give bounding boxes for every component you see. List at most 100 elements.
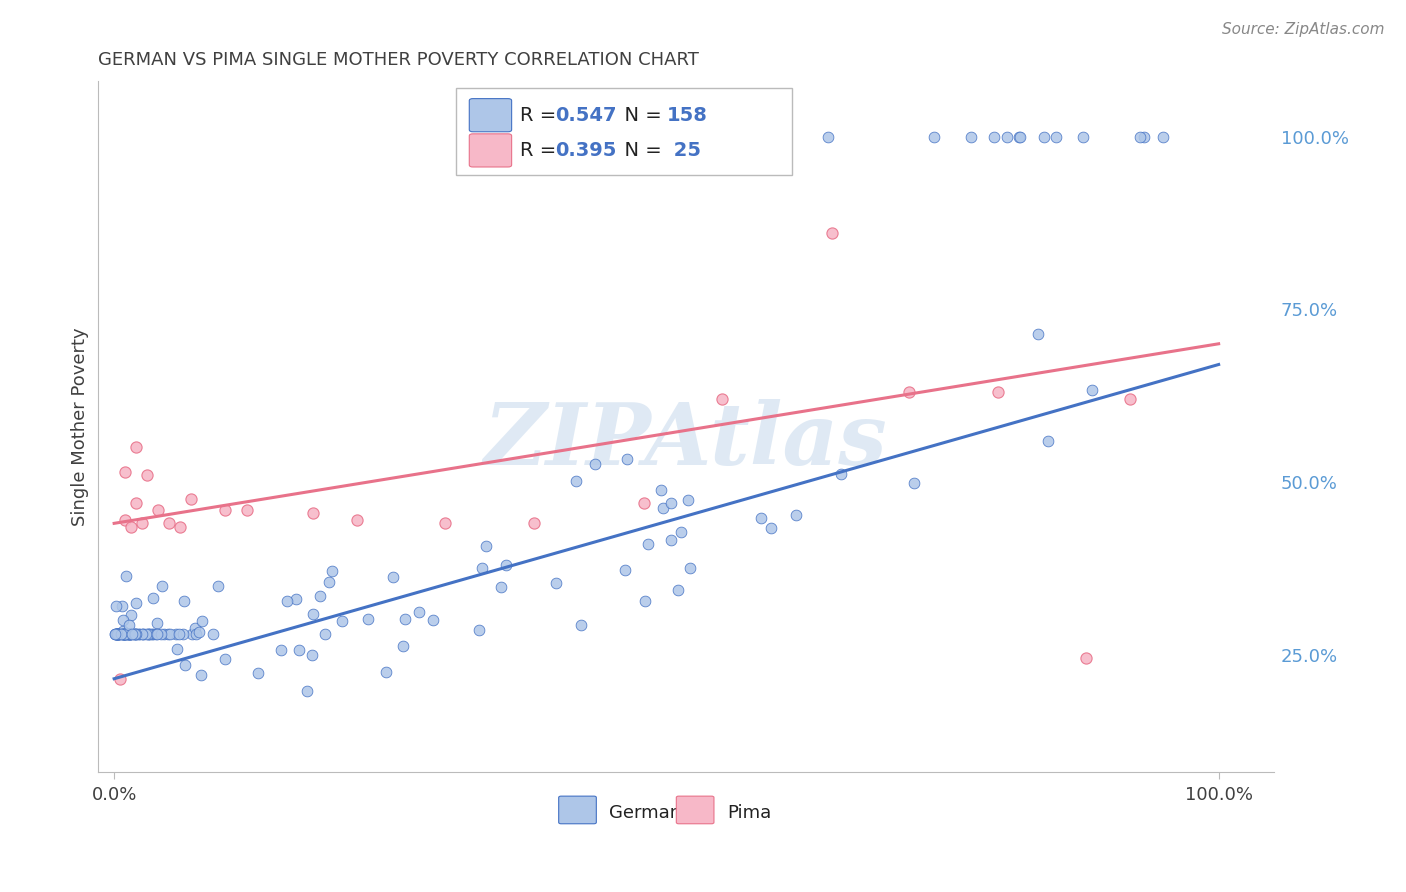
Point: [495, 558, 517, 572]
Point: [898, 385, 921, 400]
Point: [1071, 129, 1094, 144]
Point: [614, 563, 637, 577]
Point: [122, 627, 145, 641]
Point: [679, 560, 702, 574]
FancyBboxPatch shape: [457, 88, 792, 175]
Point: [121, 627, 143, 641]
Point: [104, 627, 127, 641]
Point: [107, 627, 129, 641]
Point: [108, 672, 131, 686]
Point: [173, 594, 195, 608]
Point: [114, 627, 136, 641]
Point: [666, 583, 689, 598]
Point: [105, 627, 128, 641]
Point: [104, 627, 127, 641]
Point: [108, 627, 131, 641]
Point: [120, 627, 142, 641]
Text: Germans: Germans: [609, 805, 690, 822]
Point: [959, 129, 981, 144]
Point: [710, 129, 733, 144]
Point: [569, 617, 592, 632]
Point: [468, 624, 491, 638]
Text: 25: 25: [666, 141, 702, 160]
Point: [149, 627, 172, 641]
Point: [659, 533, 682, 547]
Point: [983, 129, 1005, 144]
Point: [117, 627, 139, 641]
Point: [295, 684, 318, 698]
Point: [120, 520, 142, 534]
Point: [120, 627, 142, 641]
Point: [190, 668, 212, 682]
Point: [131, 627, 153, 641]
Point: [114, 627, 136, 641]
Point: [115, 627, 138, 641]
Point: [180, 492, 202, 507]
Point: [546, 575, 568, 590]
Point: [235, 502, 257, 516]
Point: [246, 665, 269, 680]
Point: [392, 639, 415, 653]
Point: [128, 627, 150, 641]
Point: [148, 502, 170, 516]
Point: [145, 627, 167, 641]
Point: [166, 641, 188, 656]
Point: [633, 495, 655, 509]
Point: [214, 502, 236, 516]
Point: [128, 627, 150, 641]
Point: [184, 621, 207, 635]
Point: [186, 627, 208, 641]
Point: [759, 521, 782, 535]
Point: [1129, 129, 1152, 144]
Point: [131, 627, 153, 641]
Point: [374, 665, 396, 679]
Point: [135, 627, 157, 641]
Point: [987, 385, 1010, 400]
Point: [112, 627, 135, 641]
Point: [302, 506, 325, 520]
Point: [111, 627, 134, 641]
Text: GERMAN VS PIMA SINGLE MOTHER POVERTY CORRELATION CHART: GERMAN VS PIMA SINGLE MOTHER POVERTY COR…: [97, 51, 699, 69]
Point: [105, 627, 128, 641]
Point: [735, 129, 758, 144]
Point: [112, 627, 135, 641]
Point: [118, 627, 141, 641]
Point: [270, 643, 292, 657]
Point: [112, 627, 135, 641]
Point: [111, 599, 134, 614]
FancyBboxPatch shape: [470, 99, 512, 132]
Text: R =: R =: [520, 141, 562, 160]
Text: Source: ZipAtlas.com: Source: ZipAtlas.com: [1222, 22, 1385, 37]
Point: [115, 627, 138, 641]
Point: [1152, 129, 1174, 144]
Point: [107, 627, 129, 641]
Point: [309, 589, 332, 603]
Text: N =: N =: [612, 141, 668, 160]
Point: [475, 539, 498, 553]
Point: [124, 596, 146, 610]
Point: [346, 513, 368, 527]
Point: [141, 627, 163, 641]
Point: [1038, 434, 1060, 449]
Point: [167, 627, 190, 641]
Point: [1119, 392, 1142, 406]
Point: [995, 129, 1018, 144]
Point: [903, 475, 925, 490]
Point: [710, 392, 733, 406]
FancyBboxPatch shape: [470, 134, 512, 167]
Point: [650, 483, 672, 497]
Point: [830, 467, 852, 481]
Point: [118, 627, 141, 641]
Point: [146, 615, 169, 630]
Point: [107, 627, 129, 641]
Point: [114, 513, 136, 527]
Point: [111, 624, 134, 639]
Point: [142, 627, 165, 641]
FancyBboxPatch shape: [558, 797, 596, 824]
Point: [202, 626, 225, 640]
Point: [131, 516, 153, 531]
Point: [122, 627, 145, 641]
Point: [114, 627, 136, 641]
Point: [565, 474, 588, 488]
Point: [118, 627, 141, 641]
